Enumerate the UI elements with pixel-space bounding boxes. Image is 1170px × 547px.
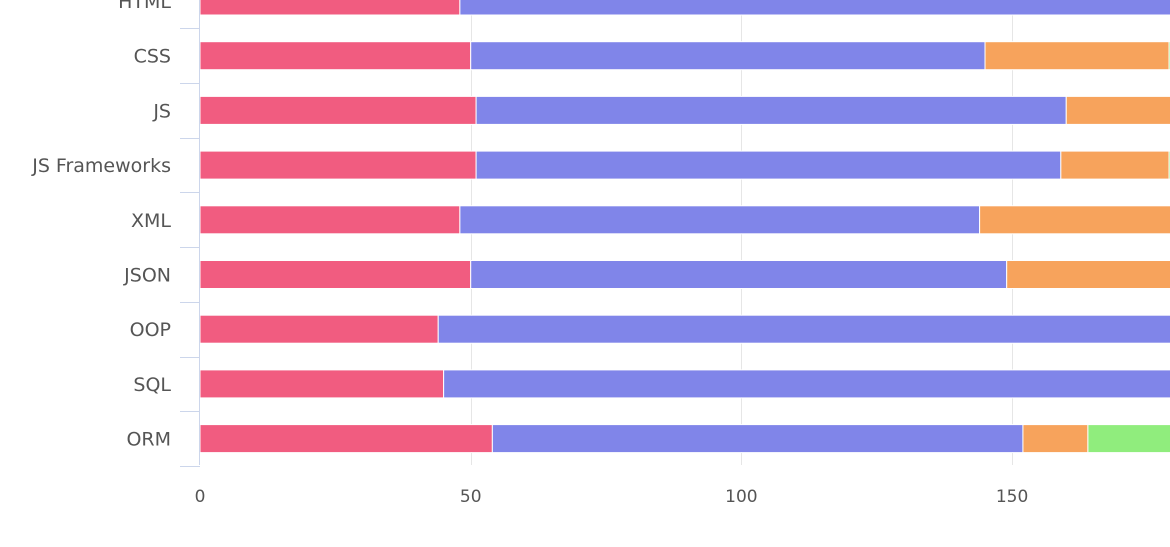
- x-tick-label: 100: [725, 487, 757, 507]
- bar-segment[interactable]: [1023, 425, 1088, 453]
- x-tick-label: 0: [195, 487, 206, 507]
- bar-segment[interactable]: [476, 151, 1061, 179]
- category-label: JS Frameworks: [31, 155, 171, 177]
- bar-segment[interactable]: [1007, 261, 1170, 289]
- axes: [180, 0, 200, 467]
- bar-segment[interactable]: [200, 96, 476, 124]
- category-label: JS: [152, 100, 171, 122]
- category-label: XML: [131, 210, 171, 232]
- bar-segment[interactable]: [1066, 96, 1170, 124]
- bar-segment[interactable]: [438, 315, 1170, 343]
- bar-segment[interactable]: [200, 0, 460, 15]
- bar-segment[interactable]: [492, 425, 1023, 453]
- category-label: ORM: [126, 429, 171, 451]
- bar-segment[interactable]: [200, 425, 492, 453]
- category-label: OOP: [130, 319, 171, 341]
- bars: [200, 0, 1170, 453]
- bar-segment[interactable]: [1088, 425, 1170, 453]
- bar-segment[interactable]: [980, 206, 1170, 234]
- category-label: CSS: [134, 46, 171, 68]
- bar-segment[interactable]: [460, 206, 980, 234]
- bar-segment[interactable]: [200, 315, 438, 343]
- x-tick-label: 150: [996, 487, 1028, 507]
- bar-segment[interactable]: [471, 42, 985, 70]
- bar-segment[interactable]: [471, 261, 1007, 289]
- category-label: JSON: [123, 265, 171, 287]
- category-label: HTML: [118, 0, 171, 13]
- bar-segment[interactable]: [200, 261, 471, 289]
- bar-segment[interactable]: [200, 42, 471, 70]
- bar-segment[interactable]: [444, 370, 1170, 398]
- category-label: SQL: [133, 374, 171, 396]
- bar-segment[interactable]: [200, 206, 460, 234]
- bar-segment[interactable]: [460, 0, 1170, 15]
- bar-segment[interactable]: [200, 370, 444, 398]
- x-tick-label: 50: [460, 487, 482, 507]
- bar-segment[interactable]: [476, 96, 1066, 124]
- bar-segment[interactable]: [985, 42, 1169, 70]
- bar-segment[interactable]: [200, 151, 476, 179]
- bar-segment[interactable]: [1061, 151, 1169, 179]
